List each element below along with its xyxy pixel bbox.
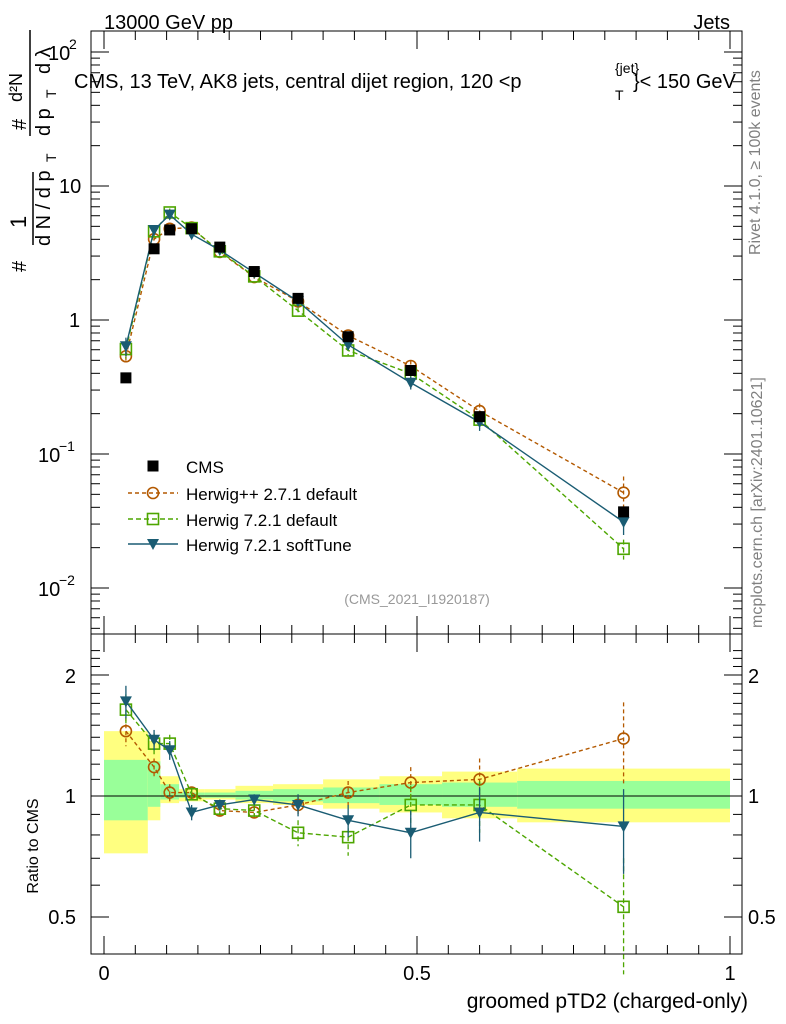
ytick-001-exp: −2 — [59, 572, 75, 588]
ratio-point-herwigpp — [119, 724, 133, 738]
title-end: }< 150 GeV — [633, 71, 737, 93]
upper-point-cms — [248, 266, 260, 278]
ratio-point-herwigsoft — [163, 745, 176, 757]
legend-cms-marker — [147, 460, 159, 472]
legend: CMS Herwig++ 2.7.1 default Herwig 7.2.1 … — [128, 458, 357, 555]
upper-point-herwigsoft — [163, 209, 176, 221]
upper-point-herwig721 — [617, 542, 630, 556]
upper-point-herwigsoft — [617, 517, 630, 529]
legend-herwigsoft-marker — [147, 539, 159, 550]
rivet-label: Rivet 4.1.0, ≥ 100k events — [747, 70, 764, 255]
upper-point-cms — [164, 224, 176, 236]
title-sub: T — [615, 87, 624, 103]
upper-point-cms — [342, 331, 354, 343]
upper-point-cms — [292, 292, 304, 304]
legend-cms-label: CMS — [186, 458, 224, 477]
ratio-series — [119, 685, 630, 975]
svg-text:#: # — [9, 118, 31, 130]
ratio-point-herwigsoft — [213, 799, 226, 811]
ratio-point-herwigpp — [147, 760, 161, 774]
ratio-tick-05-right: 0.5 — [748, 907, 776, 929]
ratio-point-herwigsoft — [342, 815, 355, 827]
svg-text:d λ: d λ — [33, 47, 55, 74]
legend-herwig721-marker — [146, 512, 160, 526]
x-tick-labels: 0 0.5 1 — [98, 963, 735, 985]
xtick-0: 0 — [98, 963, 109, 985]
upper-point-cms — [186, 223, 198, 235]
ratio-point-herwigpp — [617, 732, 630, 745]
legend-herwigpp-label: Herwig++ 2.7.1 default — [186, 485, 357, 504]
ratio-point-herwigpp — [163, 786, 177, 799]
ratio-point-herwigsoft — [148, 734, 161, 746]
ratio-point-herwigsoft — [248, 794, 261, 806]
svg-text:T: T — [43, 153, 59, 162]
ratio-tick-2: 2 — [65, 666, 76, 688]
ratio-tick-1: 1 — [65, 786, 76, 808]
ratio-point-herwigpp — [341, 786, 355, 799]
ratio-point-herwig721 — [291, 826, 305, 840]
ratio-point-herwig721 — [617, 900, 630, 914]
svg-text:d²N: d²N — [6, 73, 26, 102]
upper-point-herwigsoft — [342, 339, 355, 351]
legend-herwigpp-marker — [146, 486, 160, 500]
plot-title: CMS, 13 TeV, AK8 jets, central dijet reg… — [74, 60, 737, 103]
header-left: 13000 GeV pp — [104, 12, 233, 34]
upper-point-cms — [618, 506, 630, 518]
ytick-01-exp: −1 — [59, 438, 75, 454]
upper-point-herwigsoft — [404, 377, 417, 389]
analysis-tag: (CMS_2021_I1920187) — [344, 591, 490, 607]
svg-text:d p: d p — [33, 108, 55, 136]
upper-line-herwigpp — [125, 226, 624, 494]
upper-point-herwigpp — [617, 486, 630, 499]
svg-text:1: 1 — [6, 216, 31, 228]
upper-point-cms — [148, 243, 160, 255]
ratio-tick-05: 0.5 — [48, 907, 76, 929]
title-main: CMS, 13 TeV, AK8 jets, central dijet reg… — [74, 71, 522, 93]
ratio-point-herwig721 — [404, 798, 418, 812]
legend-herwig721-label: Herwig 7.2.1 default — [186, 511, 337, 530]
upper-point-cms — [214, 241, 226, 253]
upper-y-axis-label: # 1 d N / d p T # d²N d p T d λ — [6, 30, 59, 272]
legend-herwigsoft-label: Herwig 7.2.1 softTune — [186, 536, 352, 555]
lower-y-axis-label: Ratio to CMS — [25, 798, 42, 893]
mcplots-label: mcplots.cern.ch [arXiv:2401.10621] — [749, 377, 766, 628]
ytick-10: 10 — [59, 176, 81, 198]
ytick-100: 10 — [48, 43, 70, 65]
upper-point-herwigsoft — [119, 341, 132, 353]
header-right: Jets — [693, 12, 730, 34]
band-green — [323, 787, 380, 804]
upper-series — [119, 206, 630, 560]
ratio-tick-2-right: 2 — [748, 666, 759, 688]
x-axis-label: groomed pTD2 (charged-only) — [467, 990, 748, 1013]
svg-text:#: # — [9, 260, 31, 272]
ratio-point-herwigsoft — [185, 807, 198, 819]
xtick-1: 1 — [724, 963, 735, 985]
ratio-tick-1-right: 1 — [748, 786, 759, 808]
ytick-01: 10 — [38, 445, 60, 467]
band-green — [204, 792, 236, 798]
ytick-001: 10 — [38, 579, 60, 601]
upper-point-cms — [405, 364, 417, 376]
ytick-1: 1 — [69, 310, 80, 332]
ratio-point-herwigsoft — [617, 821, 630, 833]
ratio-point-herwig721 — [185, 787, 198, 801]
ratio-point-herwigsoft — [292, 799, 305, 811]
title-sup: {jet} — [615, 60, 639, 76]
ytick-100-exp: 2 — [69, 36, 77, 52]
ratio-point-herwigsoft — [119, 696, 132, 708]
ratio-line-herwigpp — [125, 730, 624, 814]
upper-point-cms — [474, 411, 486, 423]
xtick-05: 0.5 — [403, 963, 431, 985]
svg-text:T: T — [43, 89, 59, 98]
upper-point-herwigsoft — [148, 225, 161, 237]
svg-text:d N / d p: d N / d p — [33, 170, 55, 246]
axes-frames — [90, 30, 743, 955]
ratio-point-herwigsoft — [473, 807, 486, 819]
ratio-point-herwigsoft — [404, 827, 417, 839]
upper-y-tick-labels: 10 2 10 1 10 −1 10 −2 — [38, 36, 81, 601]
band-green — [104, 759, 148, 821]
lower-y-tick-labels: 2 1 0.5 2 1 0.5 — [48, 666, 776, 929]
upper-point-cms — [120, 372, 132, 384]
